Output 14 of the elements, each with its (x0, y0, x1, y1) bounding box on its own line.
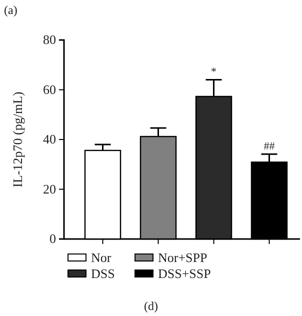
y-axis-title: IL-12p70 (pg/mL) (10, 92, 25, 188)
legend-label: DSS+SSP (158, 266, 211, 281)
y-tick-label: 60 (43, 82, 56, 97)
y-tick-label: 20 (43, 181, 56, 196)
text: (a) (4, 3, 18, 17)
y-tick-label: 80 (43, 32, 56, 48)
y-tick-label: 0 (50, 231, 56, 246)
legend-label: Nor+SPP (158, 250, 208, 265)
text: (d) (144, 299, 158, 313)
annotation: ## (264, 140, 276, 152)
legend-label: Nor (91, 250, 112, 265)
y-tick-label: 40 (43, 132, 56, 147)
legend-label: DSS (91, 266, 115, 281)
annotation: * (211, 66, 216, 78)
